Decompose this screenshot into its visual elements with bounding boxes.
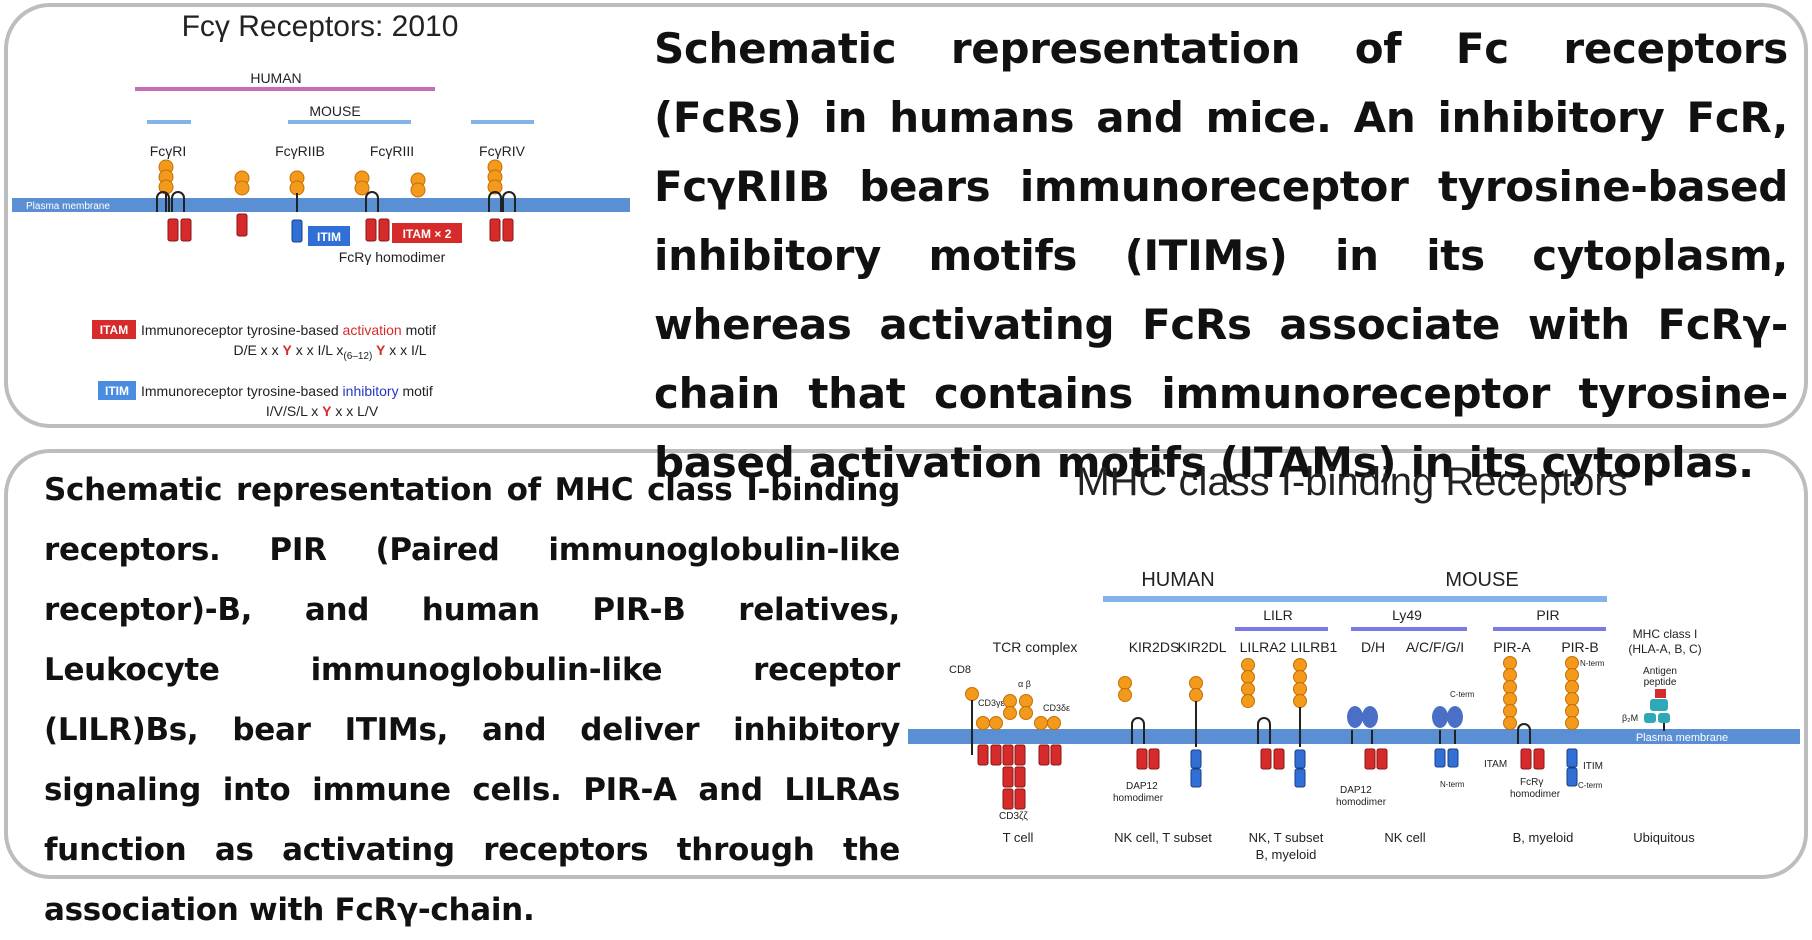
pir-b-receptor: N-term ITIM C-term bbox=[1565, 656, 1605, 790]
receptor-label: TCR complex bbox=[993, 639, 1078, 655]
itim-legend-tag: ITIM bbox=[105, 384, 129, 398]
lilra2-receptor bbox=[1241, 658, 1285, 770]
ab-label: α β bbox=[1018, 679, 1031, 689]
kir2ds-receptor: DAP12 homodimer bbox=[1113, 676, 1164, 804]
itim-motif: I/V/S/L x Y x x L/V bbox=[266, 403, 379, 419]
peptide-label: peptide bbox=[1644, 677, 1677, 688]
itam-box-label: ITAM × 2 bbox=[403, 227, 452, 241]
itam-box bbox=[392, 223, 462, 243]
antigen-label: Antigen bbox=[1643, 666, 1677, 677]
c-term-label: C-term bbox=[1578, 781, 1603, 790]
n-term-label: N-term bbox=[1440, 780, 1465, 789]
membrane-label: Plasma membrane bbox=[1636, 732, 1728, 744]
cd3de-label: CD3δε bbox=[1043, 703, 1070, 713]
dap12-label: DAP12 bbox=[1126, 781, 1158, 792]
lilr-label: LILR bbox=[1263, 607, 1293, 623]
membrane-label: Plasma membrane bbox=[26, 201, 110, 212]
cell-type-label: B, myeloid bbox=[1513, 830, 1574, 845]
cell-type-label: NK, T subset bbox=[1249, 830, 1324, 845]
mhc-class-i-receptor-diagram: MHC class I-binding Receptors HUMAN MOUS… bbox=[908, 460, 1800, 862]
itim-box bbox=[308, 226, 350, 246]
b2m-label: β₂M bbox=[1622, 713, 1638, 723]
receptor-label: LILRB1 bbox=[1291, 639, 1338, 655]
itam-legend: ITAM Immunoreceptor tyrosine-based activ… bbox=[92, 320, 436, 362]
fc-receptor-panel bbox=[4, 3, 1808, 428]
cd8-label: CD8 bbox=[949, 664, 971, 676]
lilrb1-receptor bbox=[1293, 658, 1307, 788]
receptor-label: PIR-B bbox=[1561, 639, 1598, 655]
ly49-bar bbox=[1351, 627, 1467, 631]
fcgriib-receptor: ITIM bbox=[289, 170, 350, 246]
mhc-class-i-molecule: Antigen peptide β₂M bbox=[1622, 666, 1677, 731]
itam-motif: D/E x x Y x x I/L x(6–12) Y x x I/L bbox=[233, 342, 426, 362]
receptor-label: FcγRIII bbox=[370, 143, 414, 159]
receptor-label: LILRA2 bbox=[1240, 639, 1287, 655]
tcr-complex: CD8 CD3γε α β CD3δε CD3ζζ bbox=[949, 664, 1070, 822]
svg-text:Immunoreceptor tyrosine-based: Immunoreceptor tyrosine-based inhibitory… bbox=[141, 383, 433, 399]
n-term-label: N-term bbox=[1580, 659, 1605, 668]
receptor-label: FcγRIIB bbox=[275, 143, 325, 159]
fc-receptor-description: Schematic representation of Fc receptors… bbox=[654, 24, 1788, 487]
mhc-receptor-description: Schematic representation of MHC class I-… bbox=[44, 472, 900, 928]
pir-bar bbox=[1493, 627, 1606, 631]
mouse-range-bar bbox=[288, 120, 411, 124]
fcrg-homodimer-label: FcRγ homodimer bbox=[339, 249, 446, 265]
cell-type-label: NK cell bbox=[1384, 830, 1425, 845]
itim-box-label: ITIM bbox=[317, 230, 341, 244]
lilr-bar bbox=[1235, 627, 1328, 631]
fcgri-bar bbox=[147, 120, 191, 124]
pir-a-receptor: ITAM FcRγ homodimer bbox=[1484, 656, 1561, 800]
homodimer-label: homodimer bbox=[1113, 793, 1164, 804]
pir-label: PIR bbox=[1536, 607, 1559, 623]
receptor-label: KIR2DS bbox=[1129, 639, 1180, 655]
itam-label: ITAM bbox=[1484, 759, 1507, 770]
receptor-label: KIR2DL bbox=[1177, 639, 1226, 655]
mouse-range-bar bbox=[1350, 596, 1607, 602]
mhc-label-hla: (HLA-A, B, C) bbox=[1628, 642, 1701, 656]
fcgri-receptor bbox=[156, 159, 192, 242]
svg-text:Immunoreceptor tyrosine-based: Immunoreceptor tyrosine-based activation… bbox=[141, 322, 436, 338]
dap12-label: DAP12 bbox=[1340, 785, 1372, 796]
human-label: HUMAN bbox=[1141, 569, 1214, 591]
mhc-diagram-title: MHC class I-binding Receptors bbox=[1076, 460, 1627, 504]
itim-legend: ITIM Immunoreceptor tyrosine-based inhib… bbox=[98, 381, 433, 419]
receptor-label: PIR-A bbox=[1493, 639, 1531, 655]
mouse-label: MOUSE bbox=[309, 103, 360, 119]
receptor-label: FcγRI bbox=[150, 143, 187, 159]
fcgriv-bar bbox=[471, 120, 534, 124]
cell-type-label: Ubiquitous bbox=[1633, 830, 1695, 845]
mhc-label: MHC class I bbox=[1633, 627, 1698, 641]
cell-type-label: T cell bbox=[1003, 830, 1034, 845]
homodimer-label: homodimer bbox=[1336, 797, 1387, 808]
ly49-label: Ly49 bbox=[1392, 607, 1422, 623]
mouse-label: MOUSE bbox=[1445, 569, 1518, 591]
ly49-dh-receptor: DAP12 homodimer bbox=[1336, 706, 1388, 808]
fcrg-label: FcRγ bbox=[1520, 777, 1543, 788]
cell-type-label: NK cell, T subset bbox=[1114, 830, 1212, 845]
human-label: HUMAN bbox=[250, 70, 301, 86]
receptor-label: D/H bbox=[1361, 639, 1385, 655]
c-term-label: C-term bbox=[1450, 690, 1475, 699]
fc-gamma-receptor-diagram: Fcγ Receptors: 2010 HUMAN MOUSE FcγRI Fc… bbox=[12, 10, 630, 419]
human-range-bar bbox=[1103, 596, 1403, 602]
kir2dl-receptor bbox=[1189, 676, 1203, 788]
receptor-label: FcγRIV bbox=[479, 143, 526, 159]
cd3ge-label: CD3γε bbox=[978, 698, 1005, 708]
itam-legend-tag: ITAM bbox=[100, 323, 128, 337]
human-range-bar bbox=[135, 87, 435, 91]
cd3zz-label: CD3ζζ bbox=[999, 811, 1028, 822]
itim-label: ITIM bbox=[1583, 761, 1603, 772]
receptor-label: A/C/F/G/I bbox=[1406, 639, 1464, 655]
cell-type-label: B, myeloid bbox=[1256, 847, 1317, 862]
fc-diagram-title: Fcγ Receptors: 2010 bbox=[182, 10, 459, 43]
fcgriii-receptor: ITAM × 2 bbox=[354, 170, 462, 243]
homodimer-label: homodimer bbox=[1510, 789, 1561, 800]
fcgriv-receptor bbox=[487, 159, 516, 242]
ly49-inhibitory-receptor: C-term N-term bbox=[1432, 690, 1475, 789]
